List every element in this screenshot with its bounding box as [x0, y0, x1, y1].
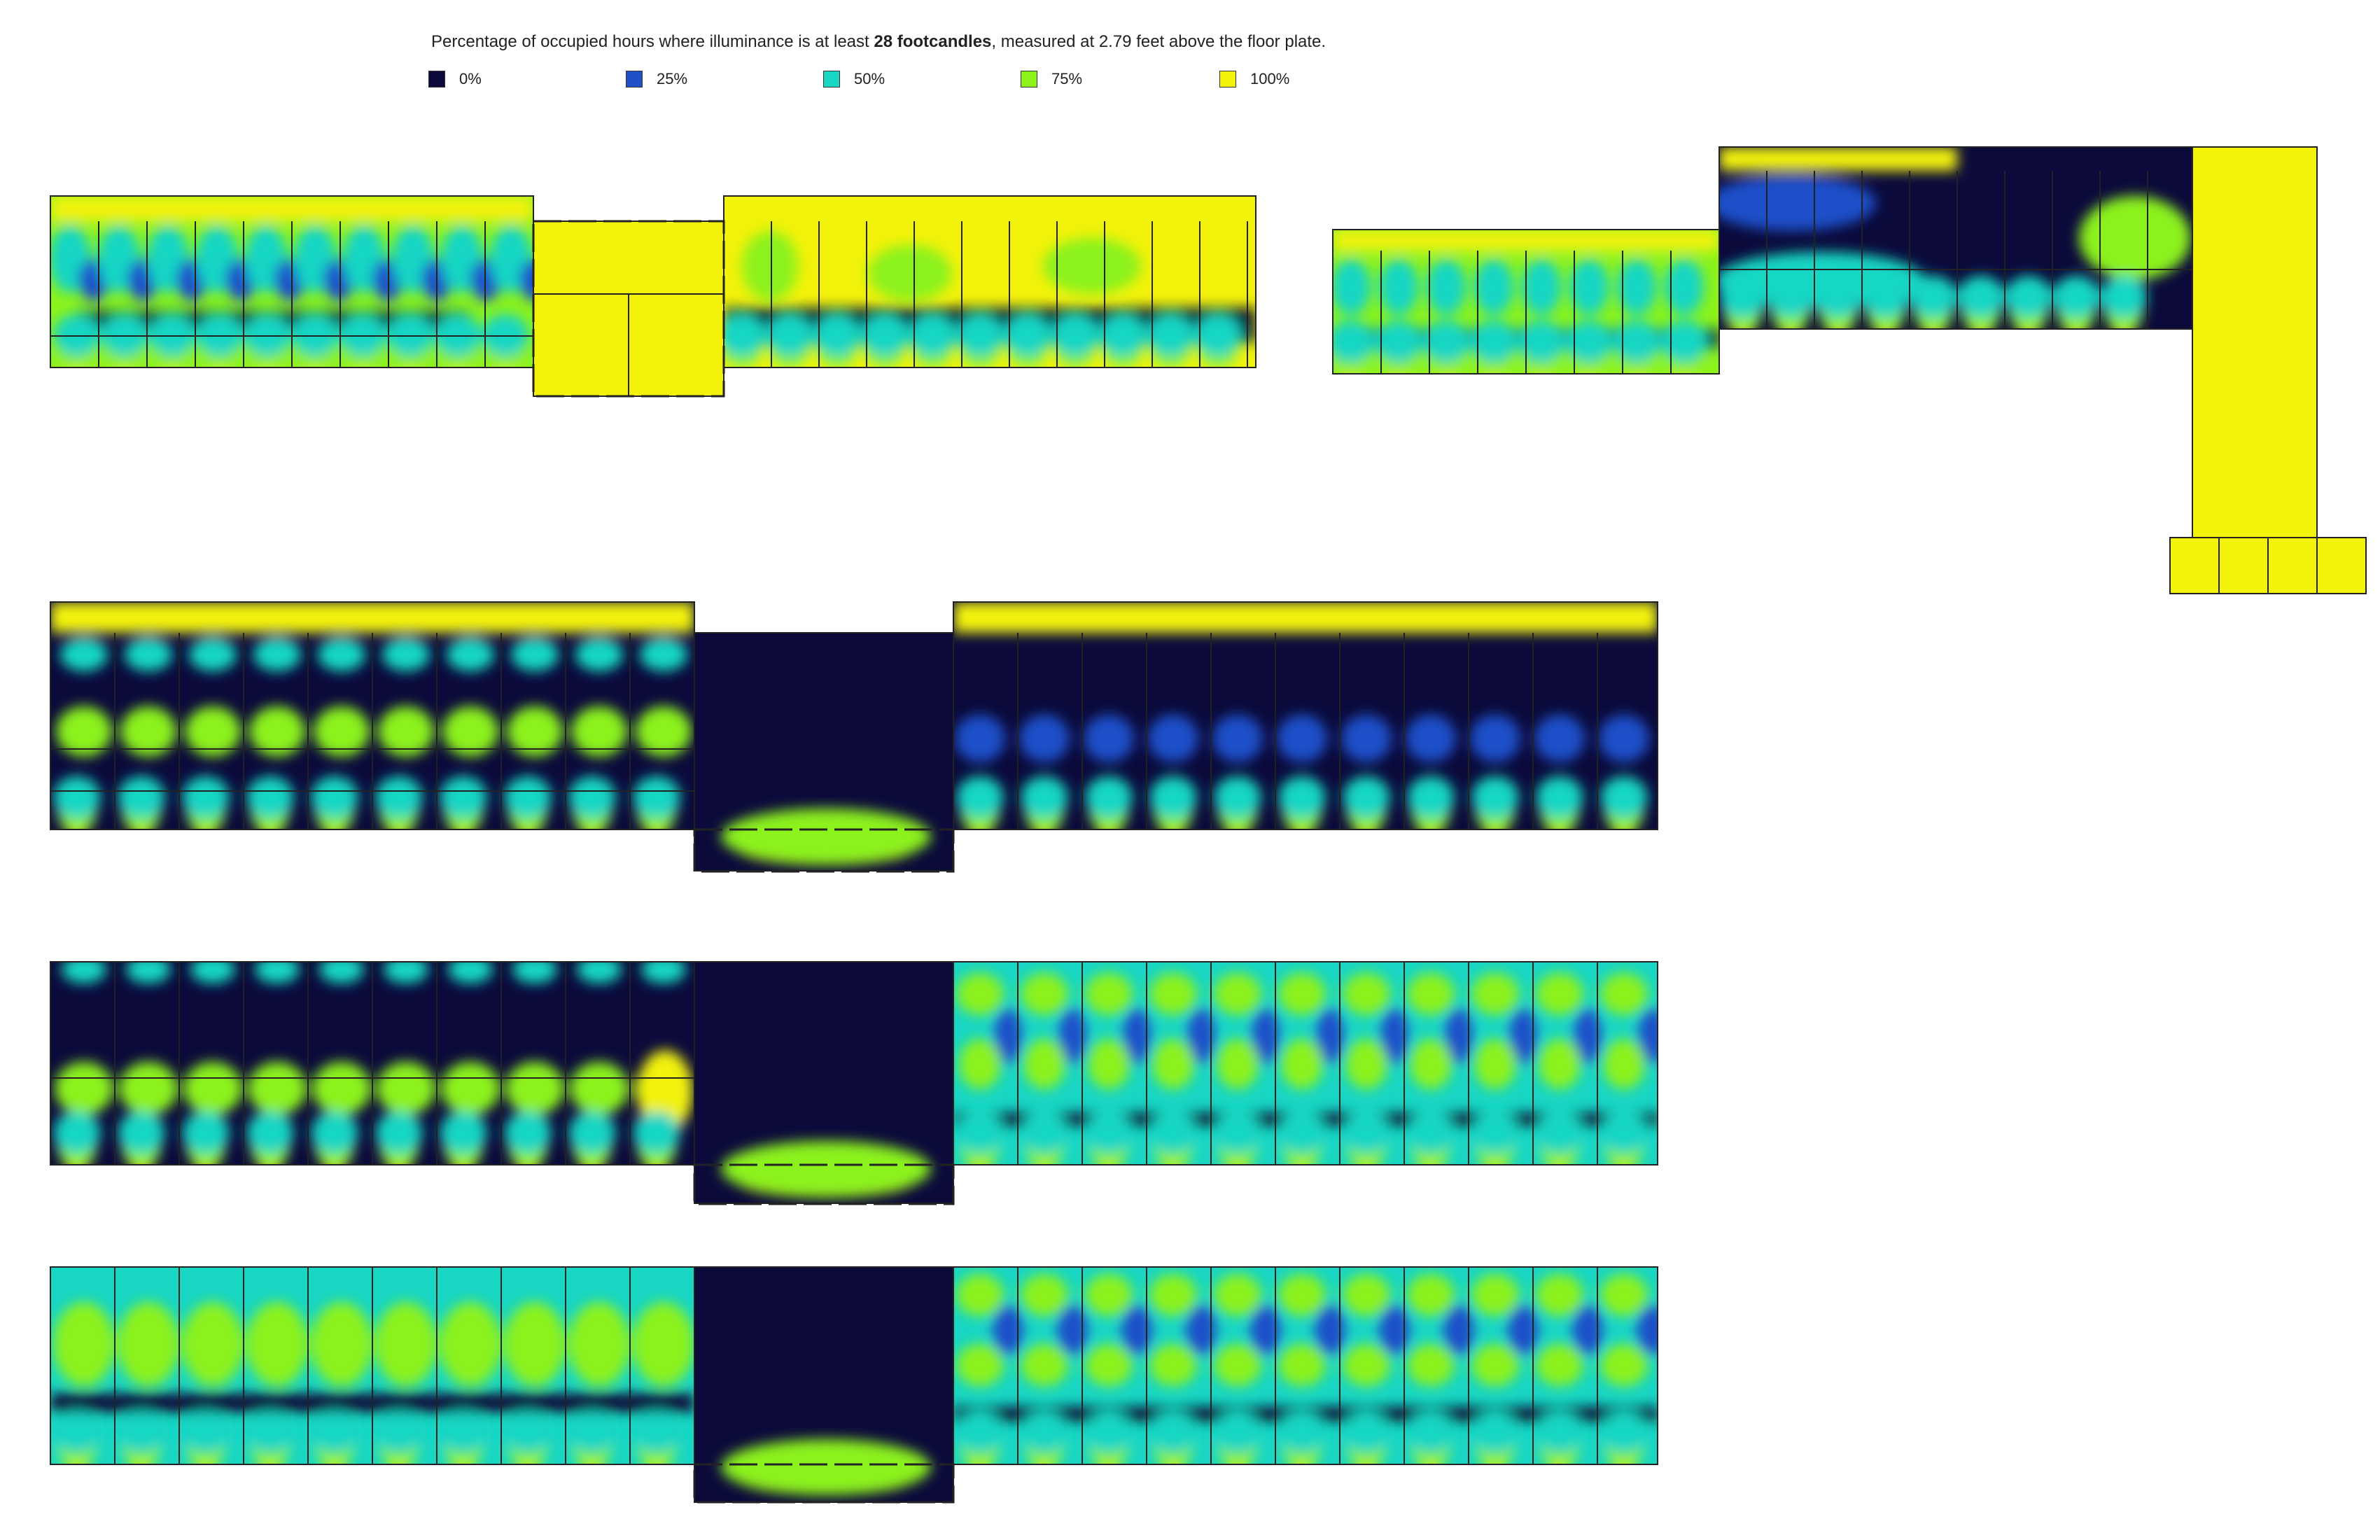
plate-level-1-north — [1332, 229, 1720, 374]
legend-swatch — [823, 71, 840, 88]
plate-level-2-core — [694, 632, 954, 872]
plate-level-3-east — [953, 961, 1658, 1166]
plate-level-2-east — [953, 601, 1658, 830]
legend-swatch — [428, 71, 445, 88]
caption-prefix: Percentage of occupied hours where illum… — [431, 32, 874, 51]
legend-item-0: 0% — [428, 69, 482, 90]
plate-level-1-tower — [2192, 146, 2318, 540]
caption-threshold: 28 footcandles — [874, 32, 992, 51]
plate-level-1-east — [723, 195, 1256, 368]
legend-item-75: 75% — [1021, 69, 1082, 90]
legend-item-50: 50% — [823, 69, 885, 90]
figure-caption: Percentage of occupied hours where illum… — [431, 32, 1326, 52]
legend-item-25: 25% — [626, 69, 687, 90]
legend-label: 75% — [1051, 70, 1083, 88]
plate-level-3-core — [694, 961, 954, 1204]
plate-level-1-west — [50, 195, 534, 368]
plate-level-1-tower-base — [2169, 537, 2367, 594]
legend-label: 50% — [854, 70, 886, 88]
plate-level-1-wing — [1718, 146, 2193, 330]
legend-swatch — [1021, 71, 1037, 88]
caption-suffix: , measured at 2.79 feet above the floor … — [991, 32, 1326, 51]
legend-label: 25% — [657, 70, 688, 88]
legend-item-100: 100% — [1219, 69, 1289, 90]
legend-swatch — [626, 71, 643, 88]
plate-level-4-east — [953, 1266, 1658, 1465]
plate-level-4-core — [694, 1266, 954, 1503]
legend-swatch — [1219, 71, 1236, 88]
plate-level-2-west — [50, 601, 695, 830]
plate-level-3-west — [50, 961, 695, 1166]
legend-label: 0% — [459, 70, 482, 88]
plate-level-4-west — [50, 1266, 695, 1465]
color-legend: 0% 25% 50% 75% 100% — [428, 69, 1408, 92]
plate-level-1-core — [533, 220, 724, 397]
legend-label: 100% — [1250, 70, 1290, 88]
